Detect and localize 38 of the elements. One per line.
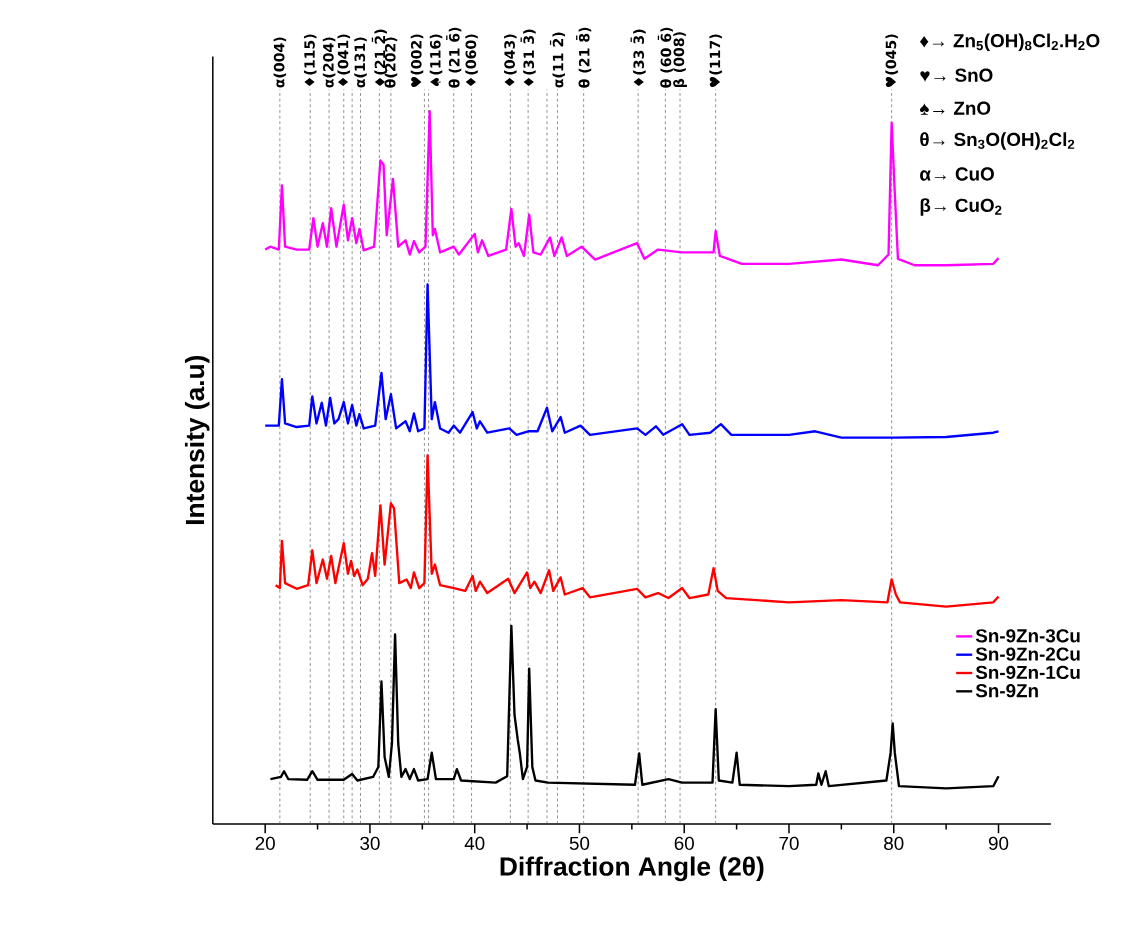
x-tick-label: 40 xyxy=(464,836,485,850)
ref-line-label: ♦(043) xyxy=(504,34,517,86)
legend-label: Sn-9Zn-1Cu xyxy=(975,665,1080,679)
ref-line-label: ♦(041) xyxy=(337,34,351,86)
ref-line-label: ♥(002) xyxy=(410,34,424,87)
legend-label: Sn-9Zn-3Cu xyxy=(975,628,1080,643)
x-tick-label: 60 xyxy=(674,836,694,850)
ref-line-label: α(11 2̄) xyxy=(549,32,566,88)
ref-line-label: ♥(045) xyxy=(885,34,898,87)
ref-line-label: α(004) xyxy=(273,37,287,88)
ref-line-label: θ (60 6̄) xyxy=(657,27,673,88)
annotation: α→ CuO xyxy=(920,167,994,181)
ref-line-label: ♦(060) xyxy=(465,34,478,86)
annotation: β→ CuO$_{2}$ xyxy=(920,197,1002,216)
ref-line-label: θ (21 6̄) xyxy=(446,27,462,88)
ref-line-label: ♠(116) xyxy=(429,34,443,86)
x-axis-title: Diffraction Angle (2θ) xyxy=(500,856,764,881)
annotation: ♠→ ZnO xyxy=(919,101,991,115)
ref-line-label: ♦(31 3̄) xyxy=(520,29,536,86)
x-tick-label: 30 xyxy=(360,836,380,850)
x-tick-label: 90 xyxy=(988,836,1009,850)
legend-label: Sn-9Zn xyxy=(975,683,1038,698)
text: ♦→ Zn$_{5}$(OH)$_{8}$Cl$_{2}$.H$_{2}$O xyxy=(920,33,1100,51)
text: ♥→ SnO xyxy=(920,68,993,82)
ref-line-label: α(204) xyxy=(322,37,336,88)
ref-line-label: ♦(115) xyxy=(303,34,317,86)
ref-line-label: ♥(117) xyxy=(709,34,722,87)
x-tick-label: 80 xyxy=(884,836,904,850)
x-tick-label: 50 xyxy=(569,836,590,850)
ref-line-label: ♦(33 3̄) xyxy=(630,29,646,86)
legend-label: Sn-9Zn-2Cu xyxy=(975,647,1080,661)
ref-line-label: β (008) xyxy=(673,31,687,87)
x-tick-label: 20 xyxy=(255,836,275,850)
ref-line-label: θ (21 8̄) xyxy=(576,27,592,88)
annotation: θ→ Sn$_{3}$O(OH)$_{2}$Cl$_{2}$ xyxy=(920,132,1075,150)
ref-line-label: α(131) xyxy=(354,37,367,88)
y-axis-title: Intensity (a.u) xyxy=(184,355,210,524)
x-tick-label: 70 xyxy=(779,836,799,850)
